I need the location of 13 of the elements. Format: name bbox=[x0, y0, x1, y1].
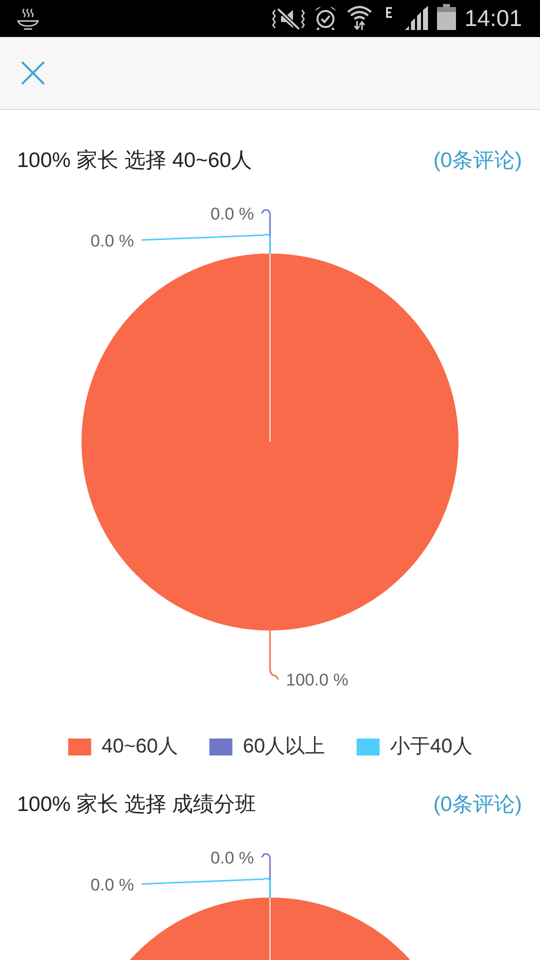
legend-label: 40~60人 bbox=[102, 736, 178, 758]
chart-title: 100% 家长 选择 成绩分班 bbox=[17, 792, 256, 816]
text: 0.0 % bbox=[90, 232, 134, 251]
text: (0条评论) bbox=[433, 792, 522, 816]
text: 14:01 bbox=[464, 5, 522, 32]
text: 0.0 % bbox=[210, 204, 254, 224]
text: 0.0 % bbox=[90, 876, 134, 895]
text: 0.0 % bbox=[210, 848, 254, 868]
legend-label: 60人以上 bbox=[242, 736, 326, 758]
data-label: 100.0 % bbox=[286, 670, 348, 690]
chart-title: 100% 家长 选择 40~60人 bbox=[17, 148, 252, 172]
text: (0条评论) bbox=[433, 148, 522, 172]
legend-label: 小于40人 bbox=[390, 736, 472, 758]
